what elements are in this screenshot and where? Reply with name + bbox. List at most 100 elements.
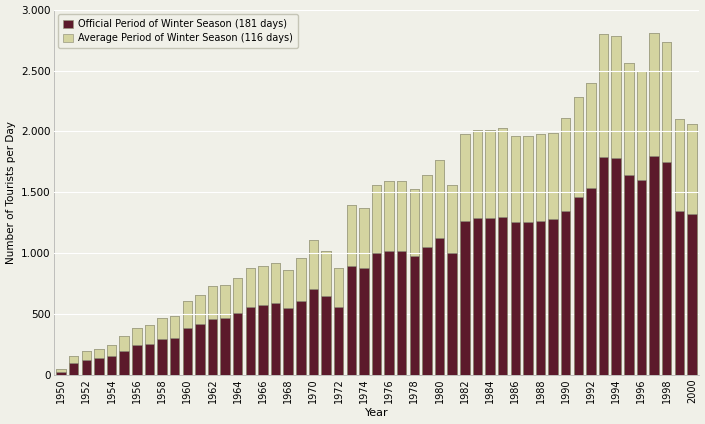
Bar [662, 42, 671, 375]
Bar [587, 83, 596, 375]
Bar [510, 222, 520, 375]
Bar [649, 33, 658, 375]
Bar [157, 339, 167, 375]
Bar [321, 251, 331, 375]
Bar [132, 345, 142, 375]
Bar [498, 128, 508, 375]
Bar [157, 318, 167, 375]
Bar [587, 187, 596, 375]
Bar [372, 185, 381, 375]
Bar [233, 278, 243, 375]
Bar [637, 70, 646, 375]
Bar [170, 315, 179, 375]
Bar [460, 134, 470, 375]
Bar [485, 218, 495, 375]
Bar [435, 159, 444, 375]
Bar [498, 217, 508, 375]
Bar [283, 308, 293, 375]
Bar [587, 187, 596, 375]
Bar [498, 128, 508, 375]
Bar [271, 263, 281, 375]
Bar [548, 133, 558, 375]
Bar [448, 185, 457, 375]
Bar [536, 220, 545, 375]
Bar [561, 211, 570, 375]
Bar [637, 70, 646, 375]
Bar [372, 254, 381, 375]
Bar [283, 308, 293, 375]
Bar [296, 258, 305, 375]
Bar [221, 318, 230, 375]
Bar [183, 301, 192, 375]
Bar [245, 307, 255, 375]
Bar [485, 130, 495, 375]
Bar [611, 36, 621, 375]
Bar [258, 265, 268, 375]
Bar [347, 205, 356, 375]
Bar [283, 271, 293, 375]
Bar [56, 372, 66, 375]
Bar [208, 286, 217, 375]
Bar [574, 197, 583, 375]
Bar [372, 254, 381, 375]
Bar [536, 134, 545, 375]
Bar [334, 307, 343, 375]
Bar [69, 356, 78, 375]
Bar [359, 208, 369, 375]
Bar [309, 289, 318, 375]
Bar [347, 265, 356, 375]
Bar [397, 181, 407, 375]
Bar [548, 133, 558, 375]
Bar [258, 304, 268, 375]
Bar [94, 358, 104, 375]
Bar [587, 83, 596, 375]
Bar [69, 363, 78, 375]
Bar [56, 372, 66, 375]
Bar [649, 156, 658, 375]
Bar [472, 130, 482, 375]
Bar [170, 338, 179, 375]
Bar [498, 217, 508, 375]
Bar [624, 63, 634, 375]
Bar [195, 324, 204, 375]
Bar [82, 360, 91, 375]
Bar [334, 268, 343, 375]
Bar [624, 63, 634, 375]
Bar [599, 34, 608, 375]
Bar [221, 285, 230, 375]
Bar [384, 181, 394, 375]
Bar [359, 208, 369, 375]
Bar [233, 278, 243, 375]
Bar [119, 336, 129, 375]
Bar [510, 222, 520, 375]
Bar [245, 268, 255, 375]
Bar [69, 356, 78, 375]
Bar [372, 185, 381, 375]
Bar [334, 268, 343, 375]
Bar [448, 185, 457, 375]
Bar [107, 356, 116, 375]
Bar [410, 256, 419, 375]
Bar [460, 220, 470, 375]
Bar [397, 251, 407, 375]
Bar [183, 301, 192, 375]
Bar [94, 349, 104, 375]
Bar [637, 180, 646, 375]
Bar [536, 220, 545, 375]
Bar [599, 34, 608, 375]
Bar [422, 176, 431, 375]
Bar [233, 313, 243, 375]
Bar [574, 98, 583, 375]
Bar [611, 158, 621, 375]
Bar [82, 360, 91, 375]
Bar [410, 189, 419, 375]
Bar [649, 156, 658, 375]
Bar [296, 301, 305, 375]
Bar [687, 124, 697, 375]
Bar [384, 181, 394, 375]
Bar [548, 219, 558, 375]
Bar [649, 33, 658, 375]
Bar [208, 286, 217, 375]
Bar [675, 119, 684, 375]
Legend: Official Period of Winter Season (181 days), Average Period of Winter Season (11: Official Period of Winter Season (181 da… [59, 14, 298, 48]
